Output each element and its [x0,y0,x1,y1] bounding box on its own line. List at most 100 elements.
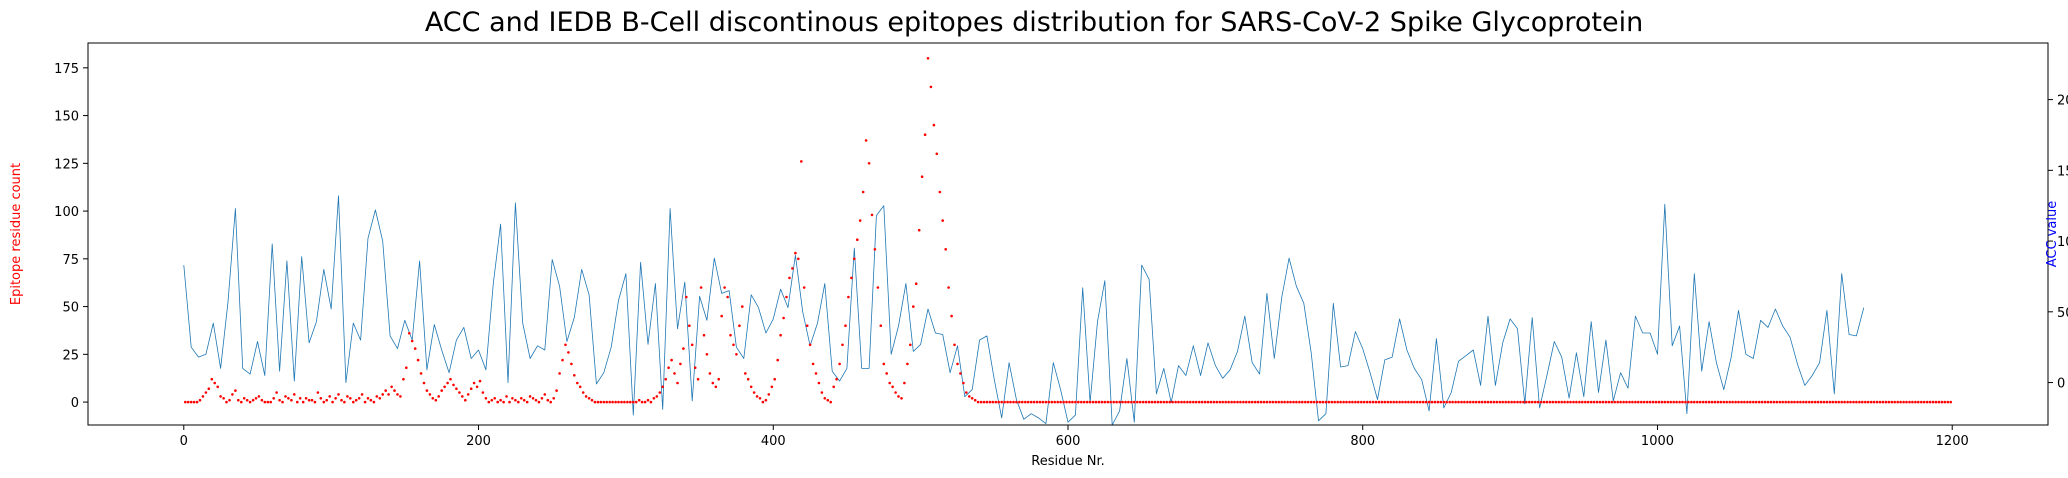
epitope-point [514,398,517,402]
epitope-point [337,393,340,396]
x-tick-label: 400 [761,434,786,449]
epitope-point [352,400,355,404]
epitope-point [396,393,399,396]
left-y-tick-label: 100 [54,205,79,220]
epitope-point [1696,400,1699,404]
epitope-point [1398,400,1401,404]
epitope-point [576,381,579,385]
epitope-point [1295,400,1298,404]
epitope-point [349,397,352,400]
epitope-point [629,400,632,404]
acc-series-line [183,195,1865,426]
epitope-point [461,395,464,398]
epitope-point [853,257,856,261]
epitope-point [1675,400,1678,404]
epitope-point [1289,400,1292,404]
epitope-point [702,333,706,337]
epitope-point [369,398,373,402]
epitope-point [1501,400,1504,404]
epitope-point [1566,400,1569,404]
epitope-point [319,397,323,400]
epitope-point [549,400,552,404]
epitope-point [1887,400,1891,404]
epitope-point [1362,400,1366,404]
epitope-point [1536,400,1540,404]
epitope-point [1548,400,1552,404]
epitope-point [204,391,208,394]
epitope-point [903,381,906,385]
epitope-point [785,295,788,299]
left-y-tick-label: 125 [54,157,79,172]
epitope-point [1321,400,1325,404]
epitope-point [455,387,458,391]
epitope-point [304,397,308,400]
epitope-point [1165,400,1168,404]
epitope-point [307,398,311,402]
epitope-point [912,305,915,308]
epitope-point [328,395,332,398]
epitope-point [237,398,240,402]
epitope-point [1292,400,1295,404]
epitope-point [1192,400,1195,404]
epitope-point [614,400,617,404]
epitope-point [192,400,196,404]
epitope-point [1483,400,1487,404]
epitope-point [528,395,532,398]
epitope-point [567,351,570,354]
epitope-point [478,379,482,383]
epitope-point [1410,400,1413,404]
epitope-point [1825,400,1829,404]
epitope-point [222,397,225,400]
epitope-point [1743,400,1746,404]
epitope-point [791,267,794,270]
right-y-tick-label: 200 [2057,94,2068,109]
epitope-point [469,387,473,391]
epitope-point [189,400,193,404]
epitope-point [841,343,844,347]
epitope-point [950,314,953,318]
epitope-point [1516,400,1519,404]
epitope-point [870,213,874,217]
epitope-point [1878,400,1882,404]
epitope-point [343,400,346,404]
epitope-point [1439,400,1443,404]
epitope-point [505,395,508,398]
epitope-point [1884,400,1888,404]
epitope-point [1539,400,1543,404]
epitope-point [1554,400,1558,404]
epitope-point [1816,400,1820,404]
epitope-point [1808,400,1811,404]
epitope-point [1124,400,1127,404]
epitope-point [1581,400,1584,404]
epitope-point [593,400,597,404]
epitope-point [817,381,821,385]
epitope-point [590,398,594,402]
epitope-point [1044,400,1048,404]
epitope-point [1186,400,1189,404]
x-tick-label: 1000 [1641,434,1674,449]
epitope-point [1304,400,1307,404]
epitope-point [1872,400,1876,404]
epitope-point [301,400,305,404]
epitope-point [546,398,550,402]
epitope-point [1121,400,1124,404]
epitope-point [676,381,679,385]
epitope-point [1091,400,1095,404]
epitope-point [814,372,818,375]
epitope-point [573,374,576,377]
epitope-point [260,398,264,402]
epitope-point [1389,400,1392,404]
x-tick-label: 0 [180,434,188,449]
epitope-point [1778,400,1782,404]
epitope-point [826,398,830,402]
epitope-point [1592,400,1596,404]
x-tick-label: 1200 [1936,434,1969,449]
epitope-point [1236,400,1239,404]
epitope-point [1731,400,1734,404]
epitope-point [994,400,998,404]
epitope-point [1062,400,1065,404]
epitope-point [752,391,756,394]
epitope-point [1463,400,1466,404]
epitope-point [390,385,393,389]
epitope-point [685,295,688,299]
